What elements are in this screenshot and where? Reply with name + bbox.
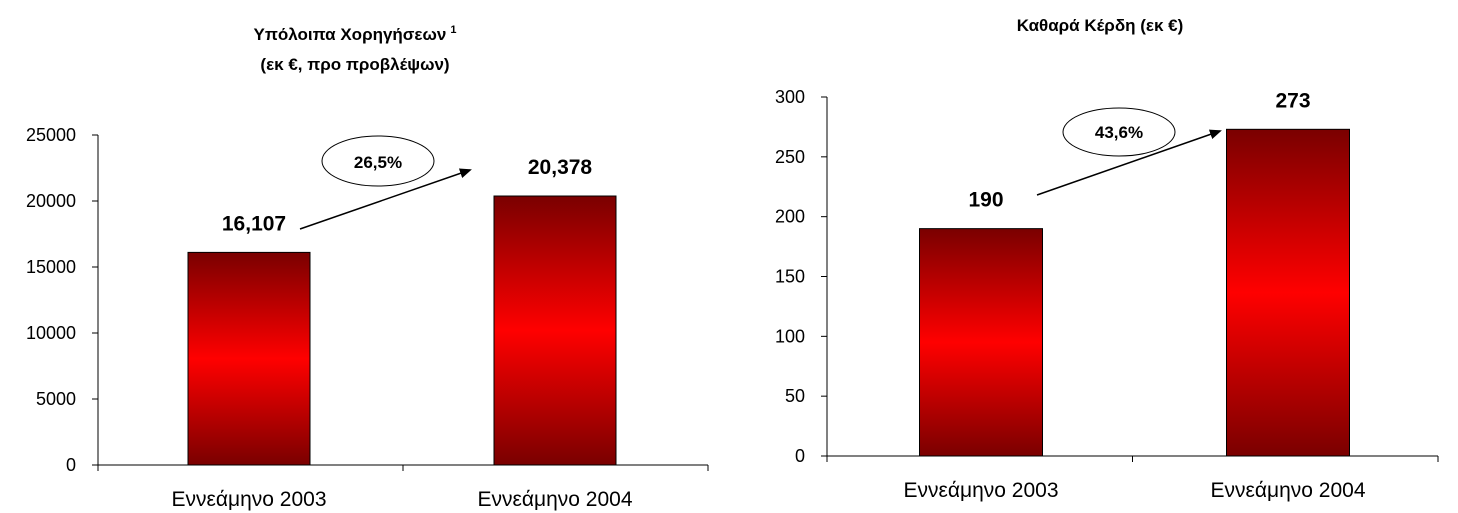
loans-category-label: Εννεάμηνο 2004 — [477, 488, 632, 511]
profits-chart-data-labels: 190 273 — [968, 89, 1310, 211]
profits-data-label: 273 — [1275, 89, 1310, 112]
loans-chart: Υπόλοιπα Χορηγήσεων 1 (εκ €, προ προβλέψω… — [26, 24, 709, 511]
loans-data-label: 16,107 — [222, 212, 286, 235]
loans-growth-callout: 26,5% — [299, 135, 472, 230]
profits-y-tick-label: 150 — [775, 267, 805, 287]
loans-y-tick-label: 25000 — [26, 125, 76, 145]
profits-y-tick-label: 100 — [775, 326, 805, 346]
profits-bar — [919, 228, 1043, 457]
loans-category-label: Εννεάμηνο 2003 — [171, 488, 326, 511]
profits-y-tick-label: 200 — [775, 207, 805, 227]
profits-y-tick-label: 250 — [775, 147, 805, 167]
loans-chart-subtitle: (εκ €, προ προβλέψων) — [260, 55, 449, 74]
loans-y-tick-label: 20000 — [26, 191, 76, 211]
profits-category-label: Εννεάμηνο 2004 — [1210, 479, 1365, 502]
profits-chart: Καθαρά Κέρδη (εκ €) 0 50 100 150 200 250 300 Εν… — [775, 16, 1439, 502]
loans-chart-data-labels: 16,107 20,378 — [222, 156, 593, 235]
profits-chart-title: Καθαρά Κέρδη (εκ €) — [1017, 16, 1184, 35]
profits-y-tick-label: 300 — [775, 87, 805, 107]
loans-chart-title-superscript: 1 — [450, 24, 456, 36]
loans-chart-title: Υπόλοιπα Χορηγήσεων 1 — [254, 24, 457, 44]
profits-growth-callout: 43,6% — [1036, 107, 1222, 196]
profits-chart-axes: 0 50 100 150 200 250 300 Εννεάμηνο 2003 Εννεάμην… — [775, 87, 1439, 502]
loans-y-tick-label: 10000 — [26, 323, 76, 343]
profits-growth-arrow — [1036, 129, 1222, 196]
loans-growth-arrow — [299, 168, 472, 230]
profits-category-label: Εννεάμηνο 2003 — [903, 479, 1058, 502]
profits-growth-ellipse — [1062, 107, 1176, 157]
loans-bar — [493, 195, 617, 466]
profits-bar — [1226, 128, 1350, 457]
loans-y-tick-label: 15000 — [26, 257, 76, 277]
loans-growth-ellipse — [321, 135, 435, 187]
loans-chart-bars — [187, 195, 617, 466]
profits-y-tick-label: 50 — [785, 386, 805, 406]
profits-y-tick-label: 0 — [795, 446, 805, 466]
loans-data-label: 20,378 — [528, 156, 593, 179]
loans-y-tick-label: 0 — [66, 455, 76, 475]
loans-chart-axes: 0 5000 10000 15000 20000 25000 Εννεάμηνο 2003 Ε… — [26, 125, 709, 511]
profits-chart-bars — [919, 128, 1350, 457]
loans-bar — [187, 251, 311, 466]
profits-growth-label: 43,6% — [1095, 123, 1143, 142]
loans-y-tick-label: 5000 — [36, 389, 76, 409]
loans-growth-label: 26,5% — [354, 153, 402, 172]
profits-data-label: 190 — [968, 189, 1003, 212]
